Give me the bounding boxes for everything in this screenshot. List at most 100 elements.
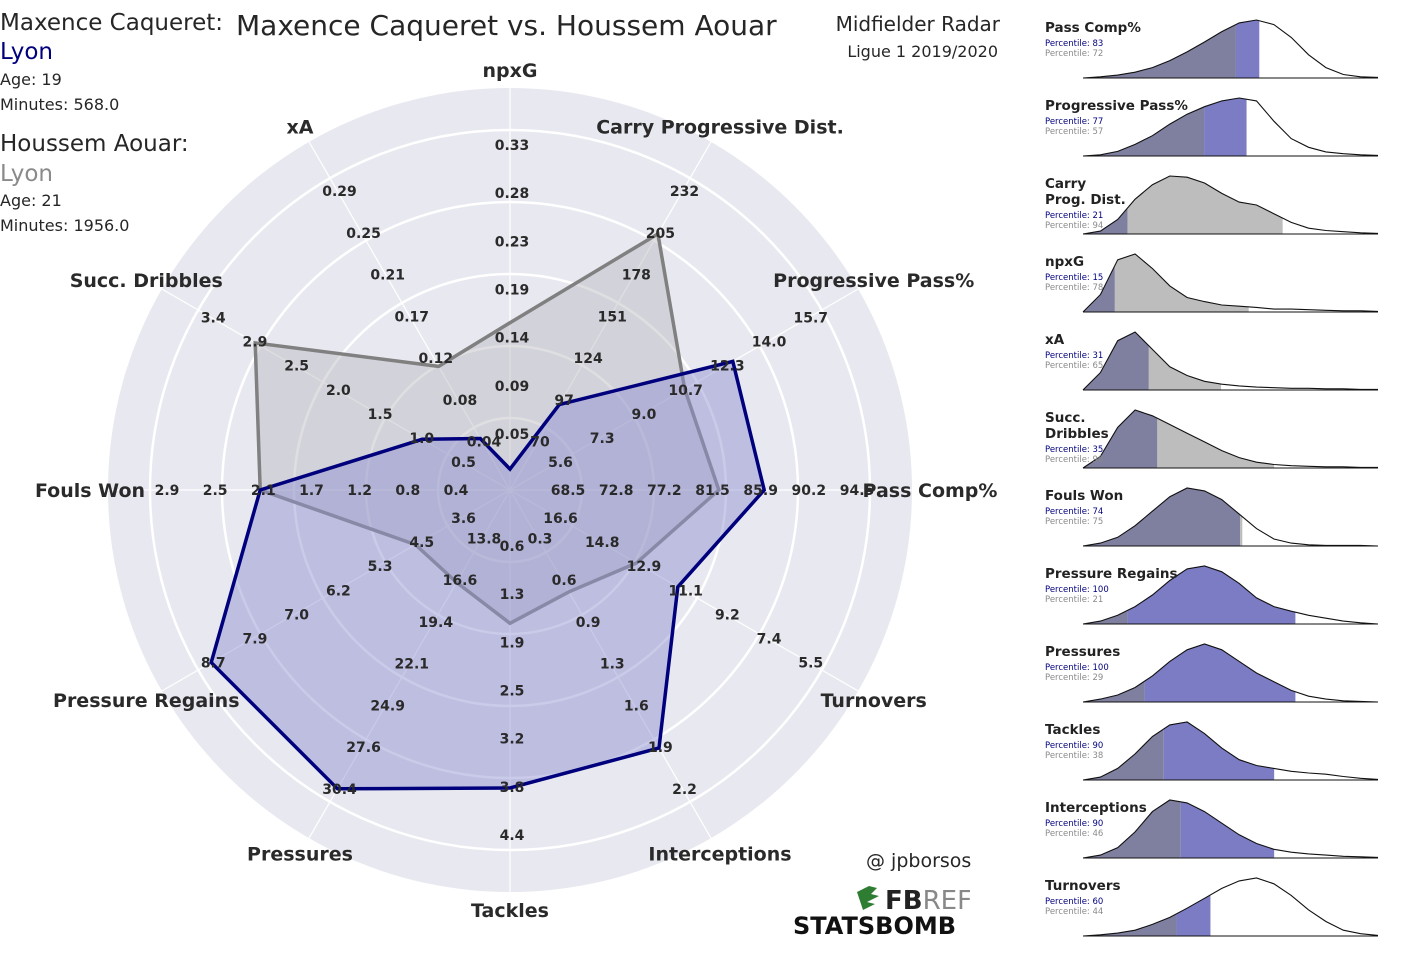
panel-label: Progressive Pass% xyxy=(1045,98,1188,114)
density-curve xyxy=(1082,331,1378,391)
tick-label: 4.5 xyxy=(409,535,434,551)
tick-label: 70 xyxy=(530,435,550,451)
tick-label: 5.5 xyxy=(798,656,823,672)
tick-label: 11.1 xyxy=(668,583,703,599)
tick-label: 3.6 xyxy=(451,511,476,527)
player2-percentile: Percentile: 46 xyxy=(1045,829,1103,839)
lead-area xyxy=(1114,254,1249,312)
player2-percentile: Percentile: 75 xyxy=(1045,517,1103,527)
chart-title: Maxence Caqueret vs. Houssem Aouar xyxy=(236,9,777,42)
tick-label: 0.28 xyxy=(495,186,530,202)
tick-label: 7.0 xyxy=(284,607,309,623)
tick-label: 2.5 xyxy=(203,483,228,499)
panel-label: Succ. xyxy=(1045,410,1085,426)
series-houssem-aouar xyxy=(253,231,721,626)
tick-label: 85.9 xyxy=(743,483,778,499)
tick-label: 81.5 xyxy=(695,483,730,499)
percentile-panel: Progressive Pass% Percentile: 77Percentil… xyxy=(1045,97,1379,157)
statsbomb-logo: STATSBOMB xyxy=(793,912,956,940)
fbref-leaf-icon xyxy=(857,886,879,910)
tick-label: 13.8 xyxy=(467,531,502,547)
player1-percentile: Percentile: 90 xyxy=(1045,741,1103,751)
tick-label: 3.2 xyxy=(500,732,525,748)
player2-age: Age: 21 xyxy=(0,191,62,210)
tick-label: 4.4 xyxy=(500,828,525,844)
player2-team: Lyon xyxy=(0,161,53,187)
lead-area xyxy=(1176,878,1211,936)
density-curve xyxy=(1082,565,1379,625)
lead-area xyxy=(1235,20,1260,78)
player1-minutes: Minutes: 568.0 xyxy=(0,95,120,114)
tick-label: 0.9 xyxy=(576,615,601,631)
lead-area xyxy=(1163,722,1275,780)
tick-label: 9.2 xyxy=(715,607,740,623)
tick-label: 97 xyxy=(554,393,573,409)
tick-label: 124 xyxy=(574,351,603,367)
radar-spoke xyxy=(509,141,712,491)
tick-label: 0.25 xyxy=(346,226,381,242)
tick-label: 178 xyxy=(622,268,651,284)
panel-label: Prog. Dist. xyxy=(1045,192,1126,208)
fbref-logo: FBREF xyxy=(857,886,970,914)
tick-label: 2.0 xyxy=(326,383,351,399)
tick-label: 1.6 xyxy=(624,698,649,714)
player2-percentile: Percentile: 90 xyxy=(1045,455,1103,465)
radar-spoke xyxy=(509,489,712,839)
player1-team: Lyon xyxy=(0,39,53,65)
tick-label: 16.6 xyxy=(543,511,578,527)
player2-percentile: Percentile: 38 xyxy=(1045,751,1103,761)
tick-label: 12.9 xyxy=(627,559,662,575)
player2-percentile: Percentile: 65 xyxy=(1045,361,1103,371)
chart-subtitle: Midfielder Radar xyxy=(835,12,1000,36)
player1-percentile: Percentile: 90 xyxy=(1045,819,1103,829)
tick-label: 0.17 xyxy=(394,309,429,325)
tick-label: 9.0 xyxy=(632,407,657,423)
panel-label: Carry xyxy=(1045,176,1086,192)
density-curve xyxy=(1082,253,1379,313)
lead-area xyxy=(1204,98,1247,156)
radar-chart: 0.05 0.09 0.14 0.19 0.23 0.28 0.33 npxG 70 97 124 1… xyxy=(35,60,998,922)
density-curve xyxy=(1082,487,1379,547)
radar-spoke xyxy=(161,489,511,692)
density-curve xyxy=(1082,409,1378,469)
radar-spoke xyxy=(161,288,511,491)
tick-label: 15.7 xyxy=(794,311,829,327)
tick-label: 7.9 xyxy=(243,631,268,647)
tick-label: 6.2 xyxy=(326,583,351,599)
player2-percentile: Percentile: 21 xyxy=(1045,595,1103,605)
tick-label: 0.21 xyxy=(370,268,405,284)
tick-label: 0.8 xyxy=(395,483,420,499)
tick-label: 3.8 xyxy=(500,780,525,796)
tick-label: 7.4 xyxy=(757,631,782,647)
tick-label: 2.2 xyxy=(672,782,697,798)
tick-label: 0.33 xyxy=(495,138,530,154)
tick-label: 14.8 xyxy=(585,535,620,551)
competition-label: Ligue 1 2019/2020 xyxy=(847,42,998,61)
tick-label: 19.4 xyxy=(419,615,454,631)
tick-label: 0.5 xyxy=(451,455,476,471)
axis-label: Pressure Regains xyxy=(53,690,239,712)
axis-label: Interceptions xyxy=(648,844,791,866)
density-curve xyxy=(1082,877,1379,937)
panel-label: Dribbles xyxy=(1045,426,1109,442)
tick-label: 12.3 xyxy=(710,359,745,375)
density-curve xyxy=(1082,721,1379,781)
tick-label: 0.19 xyxy=(495,283,530,299)
tick-label: 0.3 xyxy=(528,531,553,547)
density-curve xyxy=(1082,175,1379,235)
tick-label: 1.3 xyxy=(600,657,625,673)
player2-percentile: Percentile: 72 xyxy=(1045,49,1103,59)
tick-label: 5.3 xyxy=(368,559,393,575)
axis-label: npxG xyxy=(483,60,538,82)
tick-label: 1.3 xyxy=(500,587,525,603)
tick-label: 22.1 xyxy=(394,657,429,673)
panel-label: Tackles xyxy=(1045,722,1100,738)
panel-label: Fouls Won xyxy=(1045,488,1123,504)
tick-label: 68.5 xyxy=(551,483,586,499)
